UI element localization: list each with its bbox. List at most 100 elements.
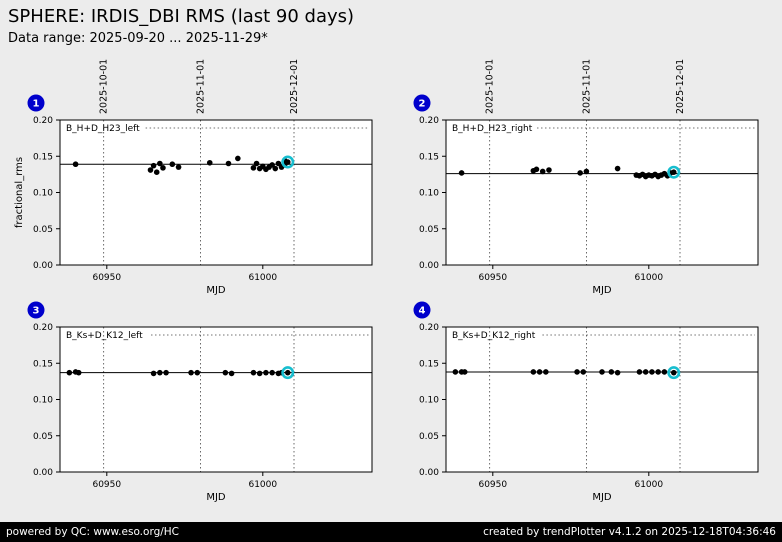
data-point xyxy=(533,166,540,172)
chart-panel-2: 2025-10-01 2025-11-01 2025-12-01 B_H+D_H23_… xyxy=(396,48,768,301)
data-point xyxy=(614,369,621,375)
data-point xyxy=(636,368,643,375)
data-range-subtitle: Data range: 2025-09-20 ... 2025-11-29* xyxy=(8,30,268,46)
data-point xyxy=(250,369,257,375)
panel-number-badge xyxy=(27,301,45,318)
highlight-point xyxy=(670,168,677,175)
y-tick-label: 0.10 xyxy=(33,395,53,405)
data-point xyxy=(452,368,459,375)
panel-number-badge xyxy=(413,301,431,318)
data-point xyxy=(272,165,279,171)
data-point xyxy=(642,368,649,375)
data-point xyxy=(228,370,235,376)
data-point xyxy=(599,368,605,375)
data-point xyxy=(163,369,169,375)
y-tick-label: 0.10 xyxy=(419,395,439,405)
panel-number-label: 4 xyxy=(419,305,426,316)
data-point xyxy=(157,369,163,375)
x-axis-title: MJD xyxy=(592,285,612,296)
y-tick-label: 0.00 xyxy=(33,261,53,271)
y-tick-label: 0.00 xyxy=(33,468,53,478)
y-tick-label: 0.15 xyxy=(33,152,53,162)
data-point xyxy=(543,368,549,375)
x-tick-label: 61000 xyxy=(634,273,663,283)
x-tick-label: 61000 xyxy=(248,273,277,283)
data-point xyxy=(263,369,269,375)
y-tick-label: 0.20 xyxy=(419,116,439,126)
data-point xyxy=(72,160,79,167)
x-tick-label: 61000 xyxy=(248,480,277,490)
data-point xyxy=(583,168,590,174)
panel-number-label: 2 xyxy=(419,98,426,109)
data-point xyxy=(661,368,668,375)
data-point xyxy=(655,368,661,375)
y-tick-label: 0.05 xyxy=(33,224,53,234)
x-tick-label: 60950 xyxy=(92,480,121,490)
data-point xyxy=(206,159,213,166)
highlight-point xyxy=(284,369,291,375)
date-gridline-label: 2025-11-01 xyxy=(581,58,592,113)
panel-series-label: B_H+D_H23_left xyxy=(66,124,140,134)
panel-series-label: B_Ks+D_K12_right xyxy=(452,331,536,341)
charts-grid: 2025-10-01 2025-11-01 2025-12-01 B_H+D_H23_… xyxy=(0,48,782,523)
footer-created-by: created by trendPlotter v4.1.2 on 2025-1… xyxy=(483,526,776,538)
data-point xyxy=(150,370,157,376)
data-point xyxy=(222,369,229,375)
panel-series-label: B_Ks+D_K12_left xyxy=(66,331,143,341)
date-gridline-label: 2025-10-01 xyxy=(485,58,496,113)
y-tick-label: 0.05 xyxy=(33,431,53,441)
highlight-point xyxy=(284,158,291,165)
x-axis-title: MJD xyxy=(592,492,612,503)
data-point xyxy=(75,369,82,375)
date-gridline-label: 2025-12-01 xyxy=(289,58,300,113)
x-axis-title: MJD xyxy=(206,285,226,296)
x-tick-label: 60950 xyxy=(478,480,507,490)
data-point xyxy=(256,370,263,376)
y-tick-label: 0.10 xyxy=(33,188,53,198)
data-point xyxy=(153,168,160,175)
y-tick-label: 0.20 xyxy=(419,323,439,333)
y-axis-title: fractional_rms xyxy=(14,156,25,227)
data-point xyxy=(269,369,275,375)
y-tick-label: 0.20 xyxy=(33,116,53,126)
highlight-point-ring xyxy=(667,165,681,179)
date-gridline-label: 2025-10-01 xyxy=(99,58,110,113)
data-point xyxy=(461,368,468,375)
y-tick-label: 0.15 xyxy=(419,152,439,162)
highlight-point xyxy=(670,369,677,375)
panel-number-badge xyxy=(413,94,431,111)
data-point xyxy=(225,160,232,166)
panel-number-label: 1 xyxy=(33,98,40,109)
footer-powered-by: powered by QC: www.eso.org/HC xyxy=(6,526,180,538)
x-tick-label: 60950 xyxy=(478,273,507,283)
data-point xyxy=(546,166,552,173)
data-point xyxy=(188,369,194,375)
data-point xyxy=(160,164,166,171)
chart-svg-3: B_Ks+D_K12_left 0.00 0.05 0.10 0.15 0.20 60950… xyxy=(27,301,373,503)
data-point xyxy=(175,163,182,170)
panel-number-badge xyxy=(27,94,45,111)
data-point xyxy=(250,164,257,171)
highlight-point-ring xyxy=(281,365,295,379)
x-tick-label: 61000 xyxy=(634,480,663,490)
y-tick-label: 0.00 xyxy=(419,468,439,478)
chart-panel-4: B_Ks+D_K12_right 0.00 0.05 0.10 0.15 0.20 6095… xyxy=(396,301,768,508)
data-point xyxy=(649,368,655,375)
date-gridline-label: 2025-12-01 xyxy=(675,58,686,113)
data-point xyxy=(194,369,201,375)
data-point xyxy=(608,368,615,375)
chart-svg-2: 2025-10-01 2025-11-01 2025-12-01 B_H+D_H23_… xyxy=(413,58,759,296)
data-point xyxy=(66,369,73,375)
chart-svg-1: 2025-10-01 2025-11-01 2025-12-01 B_H+D_H23_… xyxy=(14,58,373,296)
data-point xyxy=(147,166,154,173)
data-point xyxy=(253,160,260,166)
highlight-point-ring xyxy=(667,365,681,379)
data-point xyxy=(614,165,621,171)
plot-area xyxy=(446,119,758,265)
status-bar: powered by QC: www.eso.org/HC created by… xyxy=(0,522,782,542)
y-tick-label: 0.05 xyxy=(419,431,439,441)
page-header: SPHERE: IRDIS_DBI RMS (last 90 days) Dat… xyxy=(0,0,782,48)
chart-panel-3: B_Ks+D_K12_left 0.00 0.05 0.10 0.15 0.20 60950… xyxy=(10,301,382,508)
x-axis-title: MJD xyxy=(206,492,226,503)
chart-svg-4: B_Ks+D_K12_right 0.00 0.05 0.10 0.15 0.20 6095… xyxy=(413,301,759,503)
